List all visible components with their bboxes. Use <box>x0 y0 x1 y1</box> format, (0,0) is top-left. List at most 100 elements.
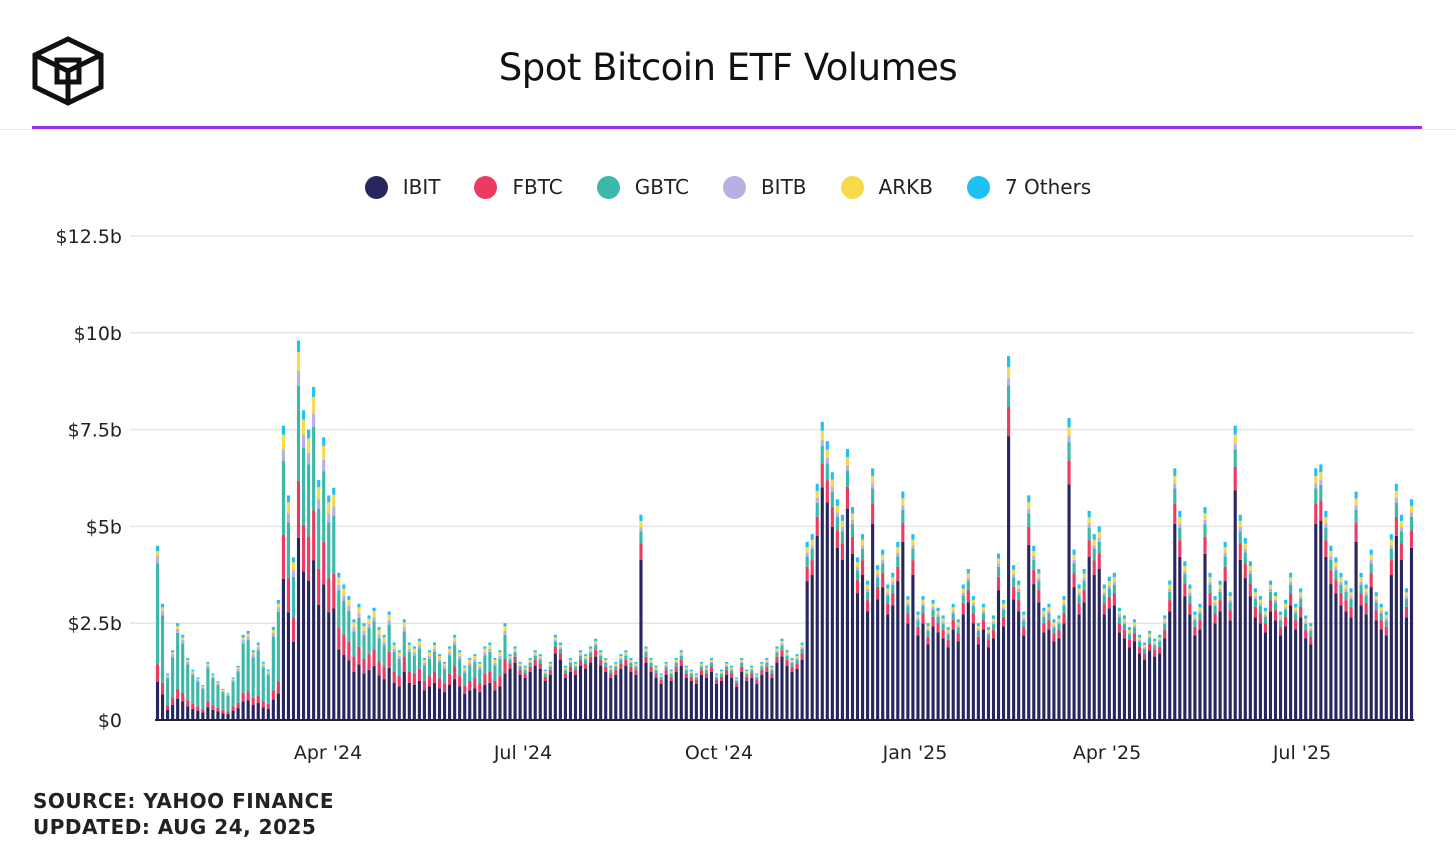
bar-stack[interactable] <box>1127 627 1132 720</box>
bar-stack[interactable] <box>1012 565 1016 720</box>
bar-stack[interactable] <box>483 646 487 720</box>
bar-stack[interactable] <box>669 669 673 720</box>
bar-stack[interactable] <box>881 549 885 720</box>
bar-stack[interactable] <box>1258 596 1262 720</box>
bar-stack[interactable] <box>578 650 583 720</box>
bar-stack[interactable] <box>453 634 457 720</box>
bar-stack[interactable] <box>427 650 432 720</box>
bar-stack[interactable] <box>770 665 774 720</box>
bar-stack[interactable] <box>1208 572 1212 720</box>
bar-stack[interactable] <box>1253 588 1257 720</box>
bar-stack[interactable] <box>624 650 628 720</box>
bar-stack[interactable] <box>236 665 240 720</box>
bar-stack[interactable] <box>1399 514 1403 720</box>
bar-stack[interactable] <box>176 623 180 720</box>
legend-item-arkb[interactable]: ARKB <box>840 170 933 204</box>
bar-stack[interactable] <box>594 638 598 720</box>
bar-stack[interactable] <box>186 658 190 720</box>
bar-stack[interactable] <box>775 646 779 720</box>
bar-stack[interactable] <box>1228 592 1232 720</box>
bar-stack[interactable] <box>830 472 834 720</box>
bar-stack[interactable] <box>503 623 507 720</box>
bar-stack[interactable] <box>342 584 346 720</box>
bar-stack[interactable] <box>528 658 532 720</box>
legend-item-bitb[interactable]: BITB <box>722 170 807 204</box>
bar-stack[interactable] <box>171 650 175 720</box>
bar-stack[interactable] <box>422 658 426 720</box>
bar-stack[interactable] <box>513 646 517 720</box>
bar-stack[interactable] <box>1198 603 1202 720</box>
bar-stack[interactable] <box>1309 623 1313 720</box>
bar-stack[interactable] <box>800 642 804 720</box>
bar-stack[interactable] <box>861 534 865 720</box>
bar-stack[interactable] <box>1389 534 1393 720</box>
bar-stack[interactable] <box>317 479 321 720</box>
bar-stack[interactable] <box>659 673 663 720</box>
bar-stack[interactable] <box>689 669 693 720</box>
bar-stack[interactable] <box>181 634 185 720</box>
bar-stack[interactable] <box>563 665 567 720</box>
legend-item-fbtc[interactable]: FBTC <box>474 170 563 204</box>
bar-stack[interactable] <box>1097 526 1101 720</box>
bar-stack[interactable] <box>760 661 764 720</box>
bar-stack[interactable] <box>1319 464 1323 720</box>
bar-stack[interactable] <box>740 658 744 720</box>
bar-stack[interactable] <box>241 634 245 720</box>
bar-stack[interactable] <box>991 615 996 720</box>
bar-stack[interactable] <box>866 580 870 720</box>
bar-stack[interactable] <box>332 487 336 720</box>
bar-stack[interactable] <box>664 661 668 720</box>
bar-stack[interactable] <box>458 650 462 720</box>
bar-stack[interactable] <box>1183 561 1187 720</box>
bar-stack[interactable] <box>226 692 230 720</box>
bar-stack[interactable] <box>941 615 945 720</box>
bar-stack[interactable] <box>322 437 326 720</box>
bar-stack[interactable] <box>1268 580 1273 720</box>
bar-stack[interactable] <box>256 642 260 720</box>
bar-stack[interactable] <box>1284 599 1288 720</box>
bar-stack[interactable] <box>780 638 784 720</box>
bar-stack[interactable] <box>296 340 301 720</box>
bar-stack[interactable] <box>1153 638 1157 720</box>
bar-stack[interactable] <box>266 669 270 720</box>
bar-stack[interactable] <box>286 495 291 720</box>
bar-stack[interactable] <box>674 658 678 720</box>
bar-stack[interactable] <box>976 623 980 720</box>
bar-stack[interactable] <box>196 677 200 720</box>
bar-stack[interactable] <box>901 491 905 720</box>
bar-stack[interactable] <box>1248 561 1252 720</box>
bar-stack[interactable] <box>548 661 552 720</box>
bar-stack[interactable] <box>1002 599 1006 720</box>
bar-stack[interactable] <box>589 646 593 720</box>
bar-stack[interactable] <box>704 665 708 720</box>
bar-stack[interactable] <box>825 441 829 720</box>
bar-stack[interactable] <box>437 654 442 720</box>
bar-stack[interactable] <box>201 685 205 720</box>
bar-stack[interactable] <box>1379 603 1383 720</box>
bar-stack[interactable] <box>871 468 875 720</box>
bar-stack[interactable] <box>1334 557 1338 720</box>
bar-stack[interactable] <box>936 607 940 720</box>
bar-stack[interactable] <box>191 669 195 720</box>
bar-stack[interactable] <box>352 619 356 720</box>
bar-stack[interactable] <box>1294 603 1298 720</box>
bar-stack[interactable] <box>337 572 341 720</box>
bar-stack[interactable] <box>312 387 316 720</box>
bar-stack[interactable] <box>931 599 935 720</box>
bar-stack[interactable] <box>261 661 265 720</box>
bar-stack[interactable] <box>599 650 603 720</box>
bar-stack[interactable] <box>1067 417 1071 720</box>
bar-stack[interactable] <box>1233 425 1237 720</box>
bar-stack[interactable] <box>573 661 578 720</box>
bar-stack[interactable] <box>1047 603 1051 720</box>
bar-stack[interactable] <box>790 658 794 720</box>
bar-stack[interactable] <box>699 661 703 720</box>
bar-stack[interactable] <box>216 681 220 720</box>
bar-stack[interactable] <box>508 654 512 720</box>
bar-stack[interactable] <box>619 654 623 720</box>
bar-stack[interactable] <box>387 611 391 720</box>
bar-stack[interactable] <box>1404 588 1408 720</box>
bar-stack[interactable] <box>996 553 1001 721</box>
bar-stack[interactable] <box>916 611 920 720</box>
bar-stack[interactable] <box>1304 615 1308 720</box>
